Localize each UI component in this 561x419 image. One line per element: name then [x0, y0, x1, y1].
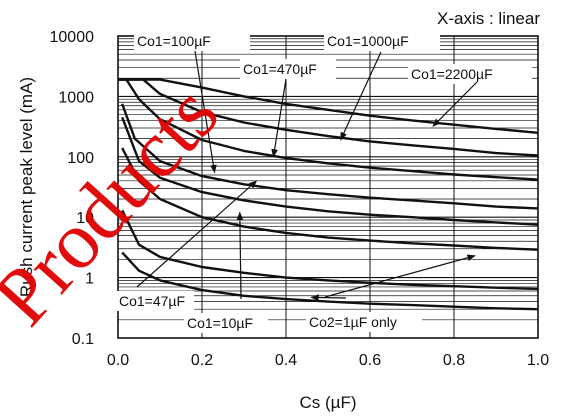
annotations: Co1=100µF Co1=1000µF Co1=470µF Co1=2200µF Co… [116, 31, 532, 333]
annotation-arrow [310, 294, 347, 301]
annotation-label: Co1=10µF [187, 315, 253, 331]
annotation-label: Co1=470µF [243, 61, 317, 77]
series-line [118, 78, 539, 181]
annotation-arrow [136, 180, 258, 288]
annotation-arrow [194, 50, 217, 174]
y-tick-label: 10000 [50, 29, 95, 46]
series-line [121, 251, 539, 311]
annotation-arrow [432, 81, 478, 127]
annotation-arrow [271, 78, 287, 158]
annotation-bg [408, 64, 532, 84]
annotation-bg [306, 312, 422, 332]
x-tick-label: 1.0 [527, 352, 549, 369]
x-tick-labels: 0.0 0.2 0.4 0.6 0.8 1.0 [107, 352, 549, 369]
annotation-label: Co1=2200µF [411, 66, 493, 82]
y-tick-labels: 0.1 1 10 100 1000 10000 [50, 29, 95, 348]
series-line [121, 103, 539, 210]
y-tick-label: 0.1 [72, 331, 94, 348]
plot-area: Co1=100µF Co1=1000µF Co1=470µF Co1=2200µF Co… [116, 31, 539, 339]
annotation-bg [134, 31, 250, 51]
y-tick-label: 10 [76, 210, 94, 227]
x-axis-scale-note: X-axis : linear [437, 9, 540, 28]
annotation-label: Co2=1µF only [309, 314, 397, 330]
annotation-arrow [324, 254, 476, 298]
annotation-label: Co1=100µF [137, 33, 211, 49]
series-line [118, 78, 539, 134]
series-line [121, 116, 539, 226]
y-axis-title: Rush current peak level (mA) [17, 77, 36, 297]
annotation-bg [184, 313, 268, 333]
annotation-label: Co1=1000µF [327, 33, 409, 49]
y-tick-label: 1 [85, 271, 94, 288]
series-lines [118, 78, 539, 311]
y-tick-label: 100 [67, 150, 94, 167]
series-line [118, 78, 539, 157]
x-axis-title: Cs (µF) [299, 393, 356, 412]
annotation-bg [116, 291, 194, 311]
annotation-label: Co1=47µF [119, 293, 185, 309]
x-tick-label: 0.0 [107, 352, 129, 369]
x-tick-label: 0.8 [443, 352, 465, 369]
annotation-bg [240, 59, 336, 79]
annotation-arrow [340, 51, 382, 141]
series-line [121, 147, 539, 251]
annotation-arrow [236, 211, 244, 300]
x-tick-label: 0.4 [275, 352, 297, 369]
annotation-bg [324, 31, 440, 51]
x-tick-label: 0.2 [191, 352, 213, 369]
x-tick-label: 0.6 [359, 352, 381, 369]
y-tick-label: 1000 [58, 89, 94, 106]
series-line [121, 209, 539, 291]
